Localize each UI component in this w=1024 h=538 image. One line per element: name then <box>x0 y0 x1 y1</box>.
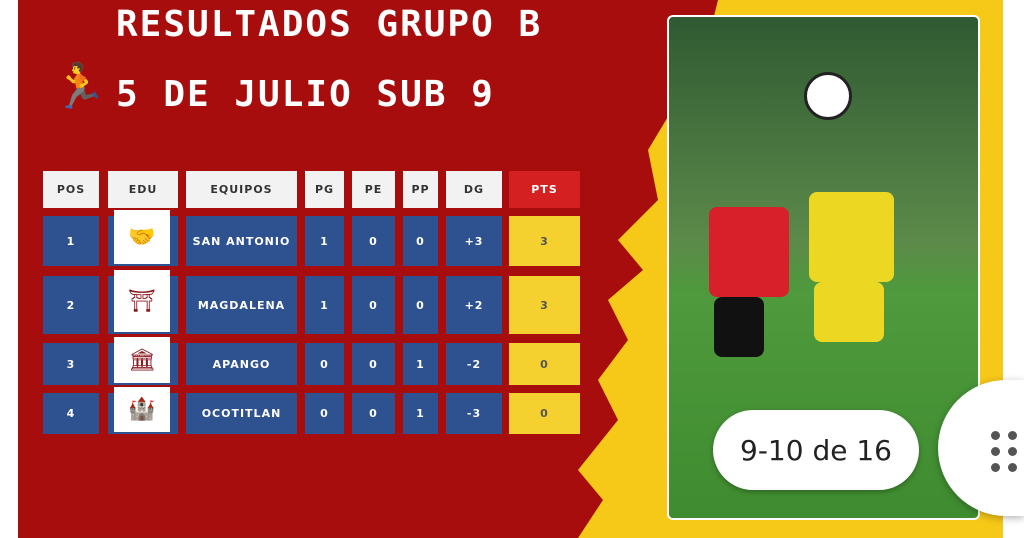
cell-pg: 0 <box>305 343 344 385</box>
page-indicator: 9-10 de 16 <box>713 410 919 490</box>
header-pg: PG <box>305 171 344 208</box>
cell-dg: +3 <box>446 216 502 266</box>
cell-equipos: MAGDALENA <box>186 276 297 334</box>
soccer-player-icon: 🏃 <box>52 61 107 112</box>
cell-equipos: SAN ANTONIO <box>186 216 297 266</box>
cell-pe: 0 <box>352 276 395 334</box>
cell-pos: 1 <box>43 216 99 266</box>
cell-pp: 0 <box>403 276 438 334</box>
cell-dg: -2 <box>446 343 502 385</box>
cell-pe: 0 <box>352 343 395 385</box>
header-equipos: EQUIPOS <box>186 171 297 208</box>
cell-pts: 3 <box>509 276 580 334</box>
team-logo: 🤝 <box>114 210 170 264</box>
cell-dg: -3 <box>446 393 502 434</box>
cell-dg: +2 <box>446 276 502 334</box>
subtitle: 5 DE JULIO SUB 9 <box>116 74 495 115</box>
cell-pe: 0 <box>352 216 395 266</box>
header-pts: PTS <box>509 171 580 208</box>
header-pos: POS <box>43 171 99 208</box>
cell-pos: 2 <box>43 276 99 334</box>
cell-pts: 0 <box>509 343 580 385</box>
cell-pos: 3 <box>43 343 99 385</box>
team-logo: 🏰 <box>114 387 170 432</box>
cell-pg: 0 <box>305 393 344 434</box>
cell-pe: 0 <box>352 393 395 434</box>
cell-pp: 0 <box>403 216 438 266</box>
header-edu: EDU <box>108 171 178 208</box>
team-logo: ⛩ <box>114 270 170 332</box>
cell-equipos: APANGO <box>186 343 297 385</box>
cell-pp: 1 <box>403 393 438 434</box>
cell-pos: 4 <box>43 393 99 434</box>
cell-pg: 1 <box>305 216 344 266</box>
cell-pts: 3 <box>509 216 580 266</box>
header-pe: PE <box>352 171 395 208</box>
header-dg: DG <box>446 171 502 208</box>
title: RESULTADOS GRUPO B <box>116 4 543 45</box>
cell-pg: 1 <box>305 276 344 334</box>
header-pp: PP <box>403 171 438 208</box>
cell-pp: 1 <box>403 343 438 385</box>
slide-image: RESULTADOS GRUPO B 🏃 5 DE JULIO SUB 9 PO… <box>18 0 1003 538</box>
cell-pts: 0 <box>509 393 580 434</box>
cell-equipos: OCOTITLAN <box>186 393 297 434</box>
team-logo: 🏛 <box>114 337 170 383</box>
